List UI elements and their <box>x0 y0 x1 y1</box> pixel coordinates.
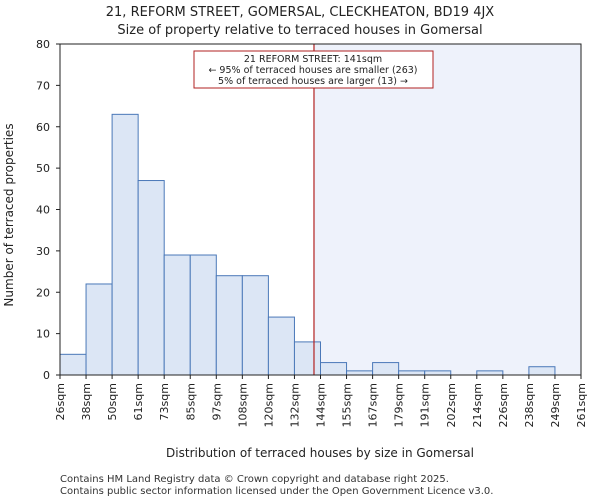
bar <box>528 366 556 376</box>
y-tick-label: 50 <box>36 162 50 175</box>
y-tick-label: 10 <box>36 328 50 341</box>
bar <box>372 362 400 376</box>
chart-title: 21, REFORM STREET, GOMERSAL, CLECKHEATON… <box>106 5 495 20</box>
x-tick-label: 132sqm <box>288 383 301 427</box>
x-tick-label: 238sqm <box>523 383 536 427</box>
bar <box>241 275 269 376</box>
x-tick-label: 38sqm <box>80 383 93 420</box>
footer-line-1: Contains HM Land Registry data © Crown c… <box>60 474 449 485</box>
annotation-line-2: ← 95% of terraced houses are smaller (26… <box>208 65 417 76</box>
x-tick-label: 214sqm <box>471 383 484 427</box>
x-tick-label: 249sqm <box>549 383 562 427</box>
y-tick-label: 0 <box>43 369 50 382</box>
x-axis-label: Distribution of terraced houses by size … <box>166 446 474 460</box>
bar <box>424 370 452 376</box>
bar <box>293 341 322 376</box>
x-tick-labels: 26sqm 38sqm 50sqm 61sqm 73sqm 85sqm 97sqm 108sq… <box>54 383 588 427</box>
x-tick-label: 226sqm <box>497 383 510 427</box>
axes-group <box>56 43 582 379</box>
y-tick-label: 60 <box>36 121 50 134</box>
bar <box>346 370 374 376</box>
bar <box>189 254 217 376</box>
bar <box>215 275 243 376</box>
y-tick-label: 20 <box>36 286 50 299</box>
larger-region-highlight <box>313 44 581 375</box>
y-tick-label: 80 <box>36 38 50 51</box>
x-tick-label: 120sqm <box>262 383 275 427</box>
bar <box>398 370 426 376</box>
x-tick-label: 97sqm <box>210 383 223 420</box>
annotation-box <box>193 50 434 89</box>
bar <box>267 316 295 376</box>
x-tick-label: 26sqm <box>54 383 67 420</box>
x-tick-label: 108sqm <box>236 383 249 427</box>
x-tick-label: 144sqm <box>315 383 328 427</box>
property-annotation: 21 REFORM STREET: 141sqm ← 95% of terrac… <box>193 50 434 89</box>
footer-line-2: Contains public sector information licen… <box>60 486 493 497</box>
bar <box>163 254 191 376</box>
bar <box>85 283 113 376</box>
annotation-line-3: 5% of terraced houses are larger (13) → <box>218 76 408 87</box>
chart-subtitle: Size of property relative to terraced ho… <box>117 23 482 38</box>
x-tick-label: 191sqm <box>419 383 432 427</box>
x-tick-label: 73sqm <box>158 383 171 420</box>
bar <box>476 370 504 376</box>
x-tick-label: 261sqm <box>575 383 588 427</box>
x-tick-label: 167sqm <box>367 383 380 427</box>
y-tick-label: 70 <box>36 79 50 92</box>
bar <box>111 113 139 376</box>
y-axis-label: Number of terraced properties <box>2 123 16 306</box>
y-tick-label: 30 <box>36 245 50 258</box>
x-tick-label: 179sqm <box>393 383 406 427</box>
bar <box>137 180 165 376</box>
x-tick-label: 50sqm <box>106 383 119 420</box>
bar <box>59 353 87 376</box>
x-tick-label: 85sqm <box>184 383 197 420</box>
x-tick-label: 202sqm <box>445 383 458 427</box>
x-tick-label: 155sqm <box>341 383 354 427</box>
bars-group <box>59 113 556 376</box>
y-tick-label: 40 <box>36 204 50 217</box>
y-tick-labels: 0 10 20 30 40 50 60 70 80 <box>36 38 50 382</box>
x-tick-label: 61sqm <box>132 383 145 420</box>
annotation-line-1: 21 REFORM STREET: 141sqm <box>244 54 382 65</box>
bar <box>320 362 348 376</box>
